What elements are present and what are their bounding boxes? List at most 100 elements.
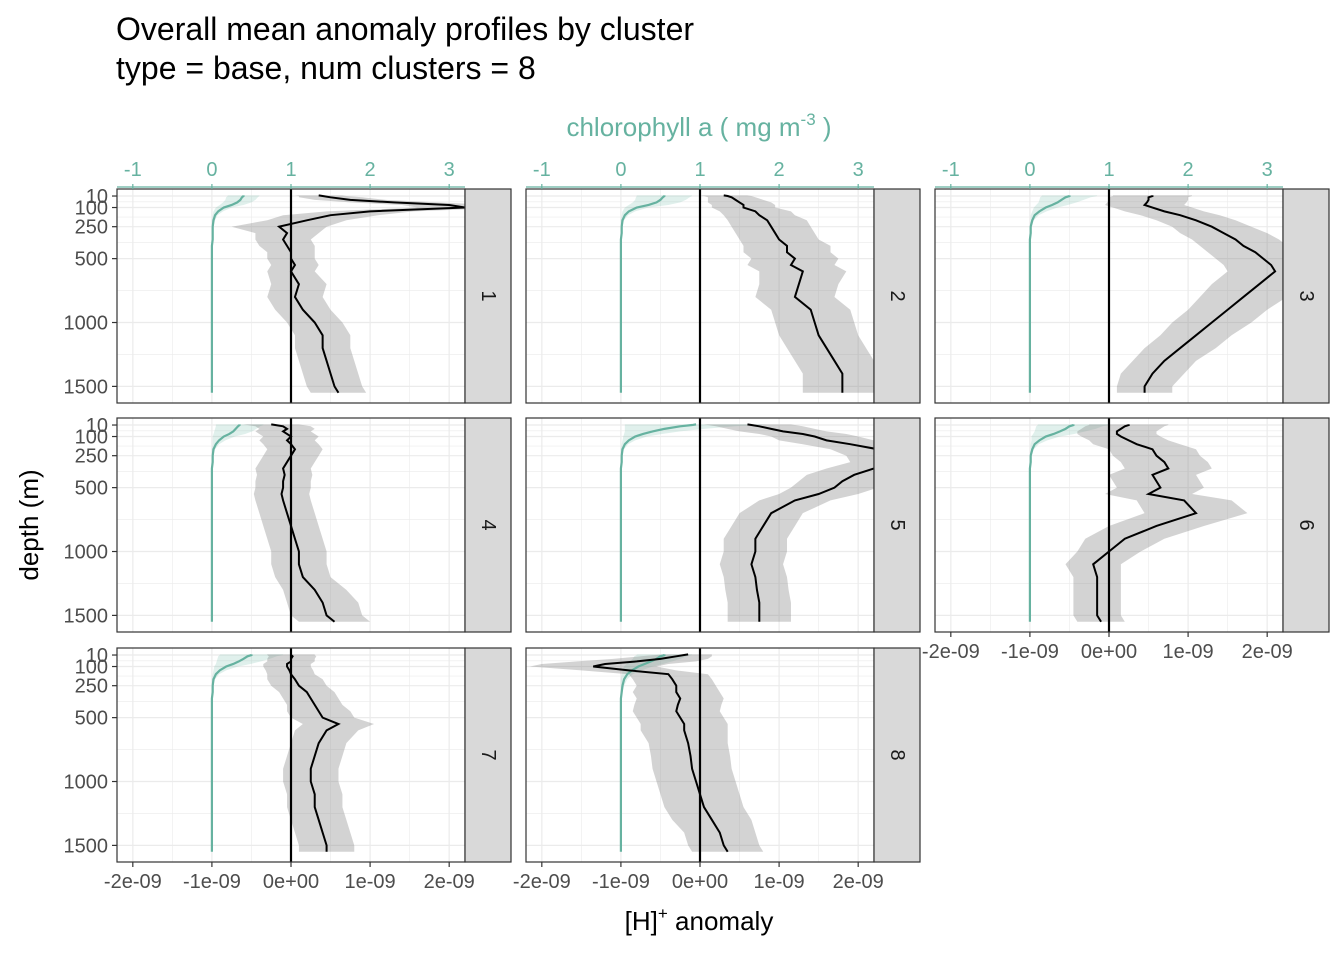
chlorophyll-band (1029, 424, 1109, 622)
y-tick-label: 1500 (64, 376, 109, 398)
top-tick-label: -1 (533, 159, 551, 181)
facet-strip-label: 6 (1295, 519, 1317, 530)
facet-panel-3: 3 -1 0 1 2 3 (934, 159, 1330, 404)
x-tick-label: 0e+00 (672, 871, 728, 893)
y-tick-label: 1000 (64, 542, 109, 564)
h-anomaly-band (529, 654, 764, 852)
top-tick-label: -1 (942, 159, 960, 181)
y-tick-label: 100 (75, 198, 108, 220)
x-tick-label: -2e-09 (104, 871, 162, 893)
x-tick-label: 2e-09 (424, 871, 475, 893)
h-anomaly-line (723, 194, 844, 393)
facet-strip-label: 5 (886, 519, 908, 530)
facet-strip-label: 8 (886, 749, 908, 760)
panel-plot-area (1028, 418, 1248, 632)
chart-title-line2: type = base, num clusters = 8 (116, 50, 536, 86)
top-tick-label: 1 (285, 159, 296, 181)
h-anomaly-band (1105, 195, 1283, 393)
top-tick-label: 2 (365, 159, 376, 181)
chlorophyll-line (1028, 423, 1075, 622)
panel-plot-area (1028, 189, 1283, 403)
h-anomaly-band (1065, 424, 1248, 622)
facet-strip-label: 3 (1295, 290, 1317, 301)
chlorophyll-line (210, 653, 253, 852)
top-tick-label: 0 (615, 159, 626, 181)
facet-strip-label: 7 (477, 749, 499, 760)
x-tick-label: 2e-09 (833, 871, 884, 893)
h-anomaly-line (1092, 424, 1198, 623)
chlorophyll-line (619, 423, 697, 622)
facet-strip-label: 4 (477, 519, 499, 530)
x-tick-label: -1e-09 (592, 871, 650, 893)
facet-strip (464, 188, 512, 404)
top-tick-label: -1 (124, 159, 142, 181)
x-tick-label: 2e-09 (1242, 641, 1293, 663)
top-tick-label: 3 (853, 159, 864, 181)
facet-strip-label: 2 (886, 290, 908, 301)
y-tick-label: 10 (86, 186, 108, 208)
chlorophyll-line (1028, 194, 1071, 393)
top-tick-label: 2 (774, 159, 785, 181)
x-tick-label: -1e-09 (183, 871, 241, 893)
h-anomaly-band (700, 195, 874, 393)
y-tick-label: 500 (75, 249, 108, 271)
h-anomaly-line (271, 423, 336, 623)
y-tick-label: 250 (75, 217, 108, 239)
top-tick-label: 0 (1024, 159, 1035, 181)
facet-strip (1282, 417, 1330, 633)
y-tick-label: 10 (86, 645, 108, 667)
x-tick-label: 1e-09 (1163, 641, 1214, 663)
h-anomaly-band (703, 424, 874, 622)
top-tick-label: 0 (206, 159, 217, 181)
h-anomaly-line (1142, 195, 1277, 393)
x-tick-label: 0e+00 (1081, 641, 1137, 663)
h-anomaly-line (286, 654, 341, 852)
h-anomaly-line (593, 653, 729, 853)
facet-strip (873, 417, 921, 633)
y-tick-label: 10 (86, 415, 108, 437)
top-tick-label: 1 (1103, 159, 1114, 181)
y-tick-label: 500 (75, 708, 108, 730)
panel-plot-area (210, 418, 371, 632)
panel-plot-area (529, 648, 764, 862)
facet-panel-2: 2 -1 0 1 2 3 (525, 159, 921, 404)
chlorophyll-band (1029, 195, 1098, 393)
facet-panel-6: 6 -2e-09 -1e-09 0e+00 1e-09 2e-09 (922, 417, 1330, 663)
chlorophyll-band (211, 654, 284, 852)
y-tick-label: 100 (75, 657, 108, 679)
top-tick-label: 3 (1262, 159, 1273, 181)
panel-plot-area (210, 648, 375, 862)
y-tick-label: 1000 (64, 313, 109, 335)
chlorophyll-line (619, 195, 666, 393)
y-tick-label: 100 (75, 427, 108, 449)
x-tick-label: -1e-09 (1001, 641, 1059, 663)
x-tick-label: -2e-09 (922, 641, 980, 663)
panel-plot-area (619, 189, 874, 403)
h-anomaly-line (747, 423, 874, 622)
x-tick-label: 1e-09 (345, 871, 396, 893)
facet-strip-label: 1 (477, 290, 499, 301)
y-axis-title: depth (m) (14, 469, 44, 580)
top-tick-label: 2 (1183, 159, 1194, 181)
x-tick-label: 0e+00 (263, 871, 319, 893)
top-tick-label: 3 (444, 159, 455, 181)
y-tick-label: 1500 (64, 835, 109, 857)
h-anomaly-band (243, 424, 371, 622)
panel-plot-area (619, 418, 874, 632)
x-tick-label: 1e-09 (754, 871, 805, 893)
chlorophyll-line (619, 653, 666, 852)
y-tick-label: 1500 (64, 605, 109, 627)
y-tick-label: 250 (75, 446, 108, 468)
top-axis-title: chlorophyll a ( mg m-3 ) (566, 110, 831, 142)
facet-strip (1282, 188, 1330, 404)
facet-strip (464, 417, 512, 633)
y-tick-label: 1000 (64, 772, 109, 794)
chlorophyll-line (210, 424, 241, 622)
facet-panel-8: 8 -2e-09 -1e-09 0e+00 1e-09 2e-09 (513, 647, 921, 893)
chlorophyll-band (211, 195, 260, 393)
